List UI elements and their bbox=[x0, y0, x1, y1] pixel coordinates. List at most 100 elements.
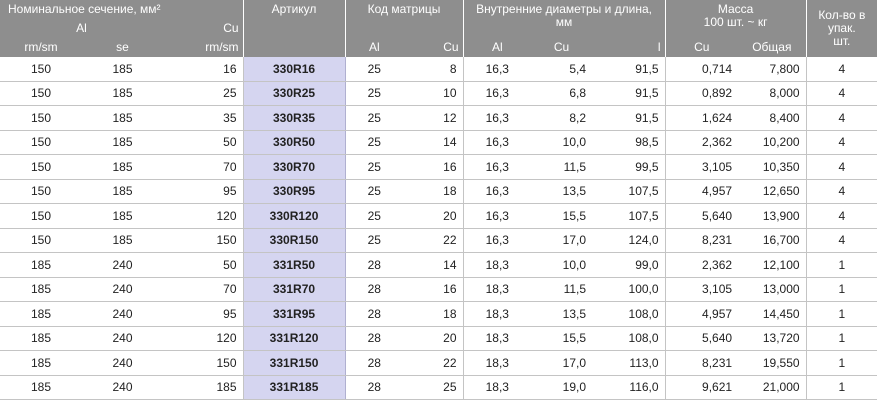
table-cell: 18,3 bbox=[463, 252, 532, 278]
table-cell: 1 bbox=[806, 301, 877, 327]
article-cell: 331R120 bbox=[242, 326, 346, 351]
table-cell: 19,0 bbox=[531, 375, 593, 400]
table-cell: 185 bbox=[82, 203, 163, 229]
table-cell: 25 bbox=[163, 81, 244, 106]
table-cell: 120 bbox=[163, 326, 244, 351]
table-cell: 10,0 bbox=[531, 252, 593, 278]
table-cell: 150 bbox=[0, 81, 82, 106]
col-header: Al bbox=[463, 38, 532, 57]
qty-line: упак. bbox=[827, 21, 856, 35]
table-cell: 25 bbox=[345, 57, 404, 82]
table-cell: 28 bbox=[345, 277, 404, 302]
table-cell: 150 bbox=[0, 57, 82, 82]
table-cell: 8,2 bbox=[531, 105, 593, 131]
table-cell: 16 bbox=[403, 277, 464, 302]
section-title: Номинальное сечение, мм² bbox=[0, 0, 244, 19]
article-cell: 331R50 bbox=[242, 252, 346, 278]
table-row: 150 185 150 330R150 25 22 16,3 17,0 124,0 8,231 16… bbox=[0, 228, 877, 253]
table-cell: 50 bbox=[163, 252, 244, 278]
table-cell: 4 bbox=[806, 154, 877, 180]
table-cell: 18 bbox=[403, 301, 464, 327]
article-cell: 331R150 bbox=[242, 350, 346, 376]
table-cell: 107,5 bbox=[592, 179, 666, 204]
header-row: Al Cu bbox=[0, 19, 877, 38]
table-cell: 25 bbox=[345, 81, 404, 106]
table-cell: 95 bbox=[163, 301, 244, 327]
table-cell: 185 bbox=[82, 105, 163, 131]
article-cell: 330R120 bbox=[242, 203, 346, 229]
table-cell: 1 bbox=[806, 375, 877, 400]
table-body: 150 185 16 330R16 25 8 16,3 5,4 91,5 0,714 7,800 4 1… bbox=[0, 57, 877, 400]
table-cell: 4 bbox=[806, 57, 877, 82]
table-cell: 13,5 bbox=[531, 179, 593, 204]
table-row: 185 240 95 331R95 28 18 18,3 13,5 108,0 4,957 14,4… bbox=[0, 301, 877, 327]
table-cell: 5,640 bbox=[665, 326, 739, 351]
article-cell: 330R50 bbox=[242, 130, 346, 155]
table-cell: 185 bbox=[0, 326, 82, 351]
table-cell: 150 bbox=[0, 105, 82, 131]
table-cell: 1 bbox=[806, 252, 877, 278]
table-cell: 185 bbox=[0, 252, 82, 278]
header-row: Номинальное сечение, мм² Артикул Код мат… bbox=[0, 0, 877, 57]
mass-title-line: Масса bbox=[717, 2, 754, 16]
table-cell: 14 bbox=[403, 130, 464, 155]
article-cell: 330R150 bbox=[242, 228, 346, 253]
table-row: 185 240 50 331R50 28 14 18,3 10,0 99,0 2,362 12,10… bbox=[0, 252, 877, 278]
table-cell: 70 bbox=[163, 277, 244, 302]
col-header: Общая bbox=[738, 38, 807, 57]
table-cell: 14 bbox=[403, 252, 464, 278]
section-al: Al bbox=[0, 19, 163, 38]
table-cell: 16,3 bbox=[463, 228, 532, 253]
table-cell: 10,0 bbox=[531, 130, 593, 155]
table-cell: 116,0 bbox=[592, 375, 666, 400]
table-cell: 240 bbox=[82, 326, 163, 351]
table-cell: 4 bbox=[806, 179, 877, 204]
table-row: 150 185 95 330R95 25 18 16,3 13,5 107,5 4,957 12,6… bbox=[0, 179, 877, 204]
table-cell: 2,362 bbox=[665, 130, 739, 155]
table-cell: 185 bbox=[0, 277, 82, 302]
col-header: rm/sm bbox=[0, 38, 82, 57]
table-cell: 28 bbox=[345, 350, 404, 376]
table-cell: 25 bbox=[345, 130, 404, 155]
table-cell: 185 bbox=[82, 81, 163, 106]
table-cell: 185 bbox=[0, 350, 82, 376]
article-cell: 330R95 bbox=[242, 179, 346, 204]
section-cu: Cu bbox=[163, 19, 244, 38]
col-header: Al bbox=[345, 38, 404, 57]
table-cell: 240 bbox=[82, 301, 163, 327]
table-cell: 18,3 bbox=[463, 277, 532, 302]
table-cell: 15,5 bbox=[531, 203, 593, 229]
table-row: 185 240 185 331R185 28 25 18,3 19,0 116,0 9,621 21… bbox=[0, 375, 877, 400]
table-cell: 91,5 bbox=[592, 81, 666, 106]
table-cell: 0,892 bbox=[665, 81, 739, 106]
col-header: Cu bbox=[665, 38, 739, 57]
diameters-title: Внутренние диаметры и длина, мм bbox=[463, 0, 666, 38]
table-cell: 124,0 bbox=[592, 228, 666, 253]
table-cell: 14,450 bbox=[738, 301, 807, 327]
table-cell: 17,0 bbox=[531, 228, 593, 253]
table-cell: 150 bbox=[0, 203, 82, 229]
table-cell: 99,5 bbox=[592, 154, 666, 180]
table-cell: 70 bbox=[163, 154, 244, 180]
table-cell: 91,5 bbox=[592, 57, 666, 82]
table-cell: 28 bbox=[345, 301, 404, 327]
table-cell: 18,3 bbox=[463, 301, 532, 327]
table-cell: 4 bbox=[806, 130, 877, 155]
table-cell: 3,105 bbox=[665, 277, 739, 302]
table-cell: 108,0 bbox=[592, 301, 666, 327]
table-cell: 1 bbox=[806, 326, 877, 351]
table-cell: 13,5 bbox=[531, 301, 593, 327]
table-cell: 17,0 bbox=[531, 350, 593, 376]
table-cell: 10,350 bbox=[738, 154, 807, 180]
table-cell: 185 bbox=[163, 375, 244, 400]
table-row: 185 240 70 331R70 28 16 18,3 11,5 100,0 3,105 13,0… bbox=[0, 277, 877, 302]
table-cell: 19,550 bbox=[738, 350, 807, 376]
article-cell: 330R35 bbox=[242, 105, 346, 131]
table-cell: 108,0 bbox=[592, 326, 666, 351]
table-cell: 240 bbox=[82, 277, 163, 302]
table-cell: 107,5 bbox=[592, 203, 666, 229]
table-cell: 150 bbox=[0, 130, 82, 155]
table-cell: 185 bbox=[0, 301, 82, 327]
table-cell: 150 bbox=[0, 179, 82, 204]
table-cell: 15,5 bbox=[531, 326, 593, 351]
